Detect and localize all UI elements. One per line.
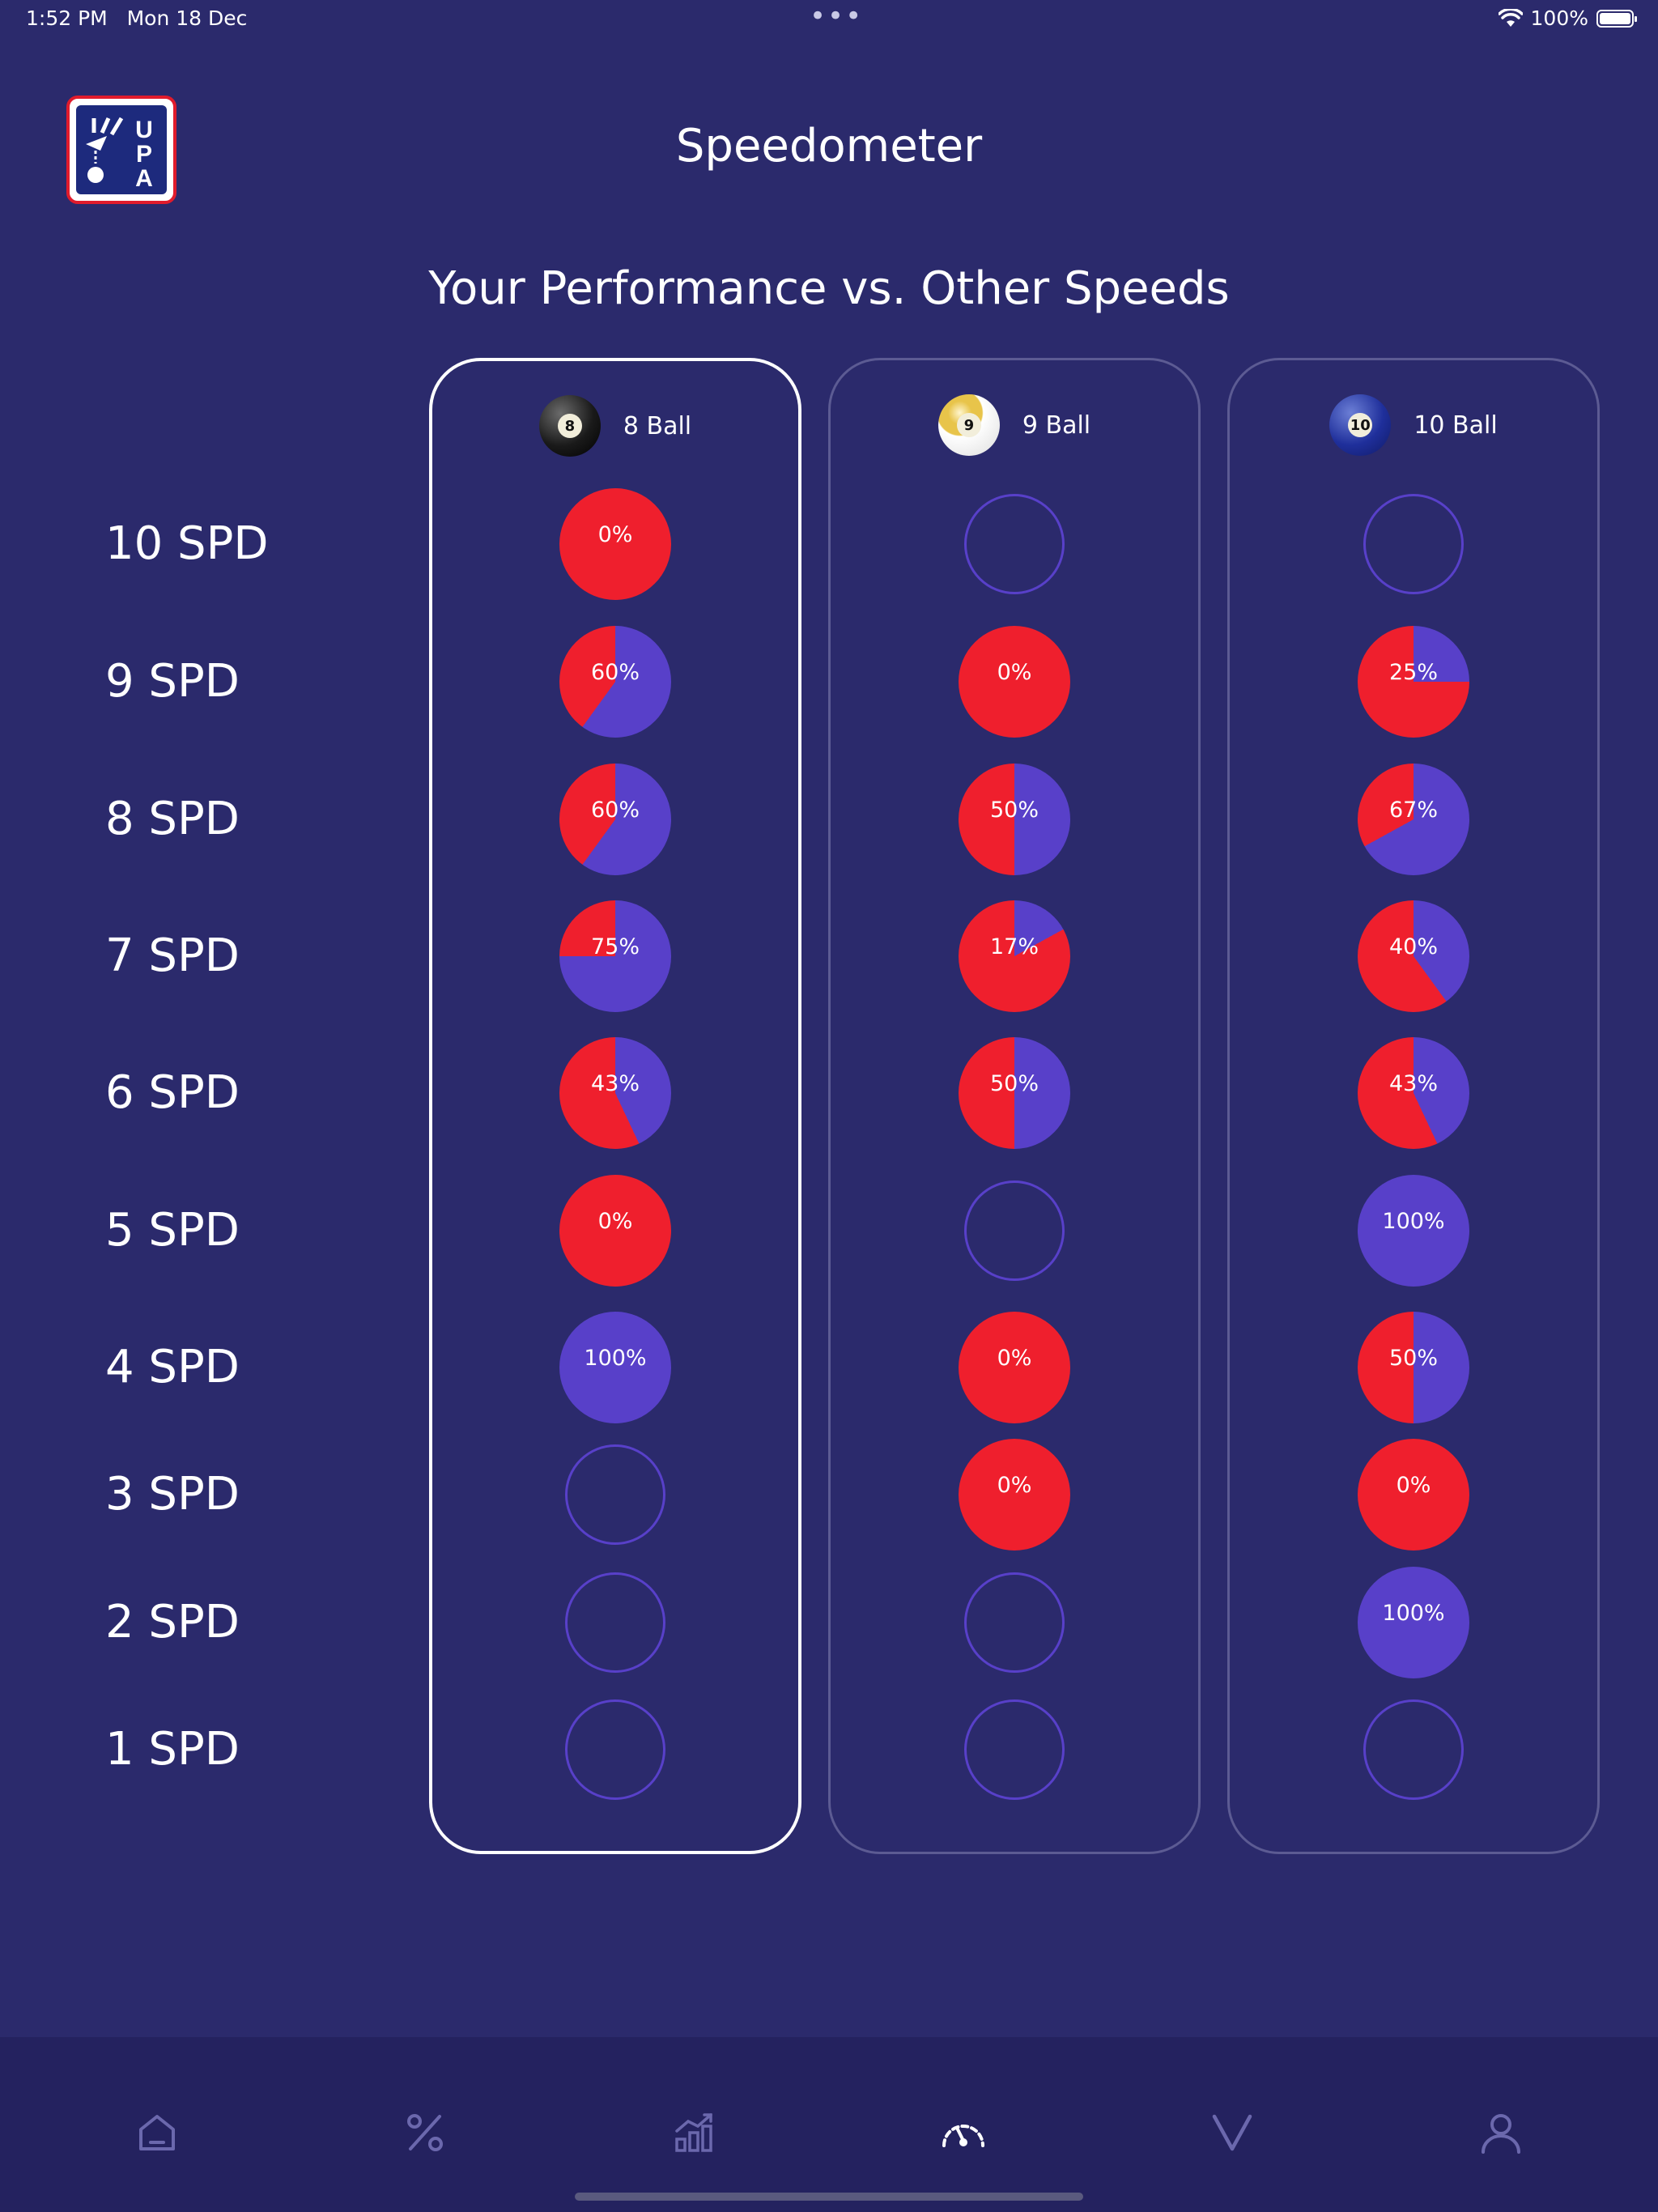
- nav-stats-icon[interactable]: [662, 2100, 727, 2165]
- speed-row-label: 5 SPD: [105, 1204, 240, 1257]
- ball-number: 10: [1348, 413, 1373, 437]
- battery-icon: [1596, 9, 1637, 28]
- battery-percent: 100%: [1530, 6, 1588, 30]
- win-rate-label: 0%: [597, 1209, 633, 1234]
- win-rate-pie[interactable]: 17%: [959, 900, 1070, 1012]
- empty-slot[interactable]: [964, 494, 1065, 594]
- win-rate-label: 100%: [1382, 1601, 1445, 1626]
- win-rate-pie[interactable]: 0%: [959, 1439, 1070, 1551]
- win-rate-label: 50%: [989, 1071, 1039, 1096]
- speed-row-label: 9 SPD: [105, 655, 240, 708]
- empty-slot[interactable]: [964, 1699, 1065, 1800]
- win-rate-pie[interactable]: 40%: [1358, 900, 1469, 1012]
- win-rate-label: 43%: [1388, 1071, 1438, 1096]
- win-rate-label: 0%: [1396, 1473, 1431, 1498]
- win-rate-label: 40%: [1388, 934, 1438, 959]
- win-rate-pie[interactable]: 60%: [559, 764, 671, 875]
- column-header[interactable]: 10 10 Ball: [1230, 393, 1597, 457]
- home-indicator[interactable]: [575, 2193, 1083, 2201]
- win-rate-pie[interactable]: 0%: [559, 1175, 671, 1287]
- win-rate-pie[interactable]: 50%: [959, 764, 1070, 875]
- wifi-icon: [1498, 8, 1523, 27]
- column-label: 9 Ball: [1022, 410, 1091, 440]
- speed-row-label: 7 SPD: [105, 929, 240, 982]
- win-rate-label: 100%: [584, 1346, 647, 1371]
- win-rate-pie[interactable]: 43%: [559, 1037, 671, 1149]
- win-rate-label: 0%: [997, 1346, 1032, 1371]
- empty-slot[interactable]: [1363, 1699, 1464, 1800]
- win-rate-label: 25%: [1388, 660, 1438, 685]
- empty-slot[interactable]: [1363, 494, 1464, 594]
- win-rate-pie[interactable]: 67%: [1358, 764, 1469, 875]
- win-rate-label: 100%: [1382, 1209, 1445, 1234]
- svg-text:P: P: [136, 141, 152, 168]
- pool-ball-icon: 8: [538, 395, 601, 457]
- empty-slot[interactable]: [964, 1572, 1065, 1673]
- win-rate-pie[interactable]: 0%: [959, 626, 1070, 738]
- upa-logo-mark: U P A: [86, 117, 153, 192]
- speed-row-label: 3 SPD: [105, 1468, 240, 1521]
- column-header[interactable]: 9 9 Ball: [831, 393, 1198, 457]
- win-rate-label: 60%: [590, 660, 640, 685]
- win-rate-label: 17%: [989, 934, 1039, 959]
- win-rate-pie[interactable]: 100%: [1358, 1567, 1469, 1678]
- column-header[interactable]: 8 8 Ball: [432, 393, 798, 458]
- win-rate-label: 0%: [997, 660, 1032, 685]
- upa-logo[interactable]: U P A: [66, 96, 176, 204]
- win-rate-pie[interactable]: 75%: [559, 900, 671, 1012]
- ball-number: 9: [956, 413, 981, 437]
- win-rate-pie[interactable]: 100%: [1358, 1175, 1469, 1287]
- win-rate-pie[interactable]: 25%: [1358, 626, 1469, 738]
- ball-number: 8: [557, 414, 582, 438]
- pool-ball-icon: 10: [1329, 394, 1392, 456]
- speed-row-label: 2 SPD: [105, 1596, 240, 1648]
- svg-text:U: U: [135, 117, 153, 143]
- win-rate-pie[interactable]: 50%: [1358, 1312, 1469, 1423]
- status-right: 100%: [1498, 6, 1637, 30]
- nav-home-icon[interactable]: [125, 2100, 189, 2165]
- status-time: 1:52 PM Mon 18 Dec: [26, 6, 248, 30]
- win-rate-label: 75%: [590, 934, 640, 959]
- empty-slot[interactable]: [964, 1180, 1065, 1281]
- nav-percent-icon[interactable]: [393, 2100, 457, 2165]
- nav-speedometer-icon[interactable]: [931, 2100, 996, 2165]
- win-rate-pie[interactable]: 0%: [959, 1312, 1070, 1423]
- multitasking-dots[interactable]: •••: [810, 0, 864, 32]
- speed-row-label: 8 SPD: [105, 793, 240, 845]
- win-rate-pie[interactable]: 50%: [959, 1037, 1070, 1149]
- section-subtitle: Your Performance vs. Other Speeds: [428, 262, 1230, 315]
- empty-slot[interactable]: [565, 1699, 665, 1800]
- column-label: 10 Ball: [1414, 410, 1498, 440]
- page-title: Speedometer: [675, 120, 983, 172]
- nav-profile-icon[interactable]: [1469, 2100, 1533, 2165]
- speed-row-label: 1 SPD: [105, 1723, 240, 1776]
- win-rate-label: 0%: [997, 1473, 1032, 1498]
- nav-check-icon[interactable]: [1200, 2100, 1265, 2165]
- game-column-0[interactable]: 8 8 Ball: [429, 358, 801, 1854]
- game-column-2[interactable]: 10 10 Ball: [1227, 358, 1600, 1854]
- win-rate-pie[interactable]: 100%: [559, 1312, 671, 1423]
- status-bar: 1:52 PM Mon 18 Dec ••• 100%: [0, 0, 1658, 39]
- win-rate-label: 0%: [597, 522, 633, 547]
- win-rate-pie[interactable]: 0%: [1358, 1439, 1469, 1551]
- empty-slot[interactable]: [565, 1572, 665, 1673]
- game-column-1[interactable]: 9 9 Ball: [828, 358, 1201, 1854]
- column-label: 8 Ball: [623, 411, 692, 440]
- win-rate-pie[interactable]: 60%: [559, 626, 671, 738]
- bottom-nav: [0, 2037, 1658, 2212]
- speed-row-label: 4 SPD: [105, 1341, 240, 1393]
- win-rate-pie[interactable]: 43%: [1358, 1037, 1469, 1149]
- speed-row-label: 6 SPD: [105, 1066, 240, 1119]
- win-rate-label: 50%: [989, 798, 1039, 823]
- win-rate-label: 50%: [1388, 1346, 1438, 1371]
- speed-row-label: 10 SPD: [105, 517, 269, 570]
- win-rate-label: 60%: [590, 798, 640, 823]
- win-rate-label: 67%: [1388, 798, 1438, 823]
- pool-ball-icon: 9: [937, 394, 1000, 456]
- svg-text:A: A: [135, 165, 153, 192]
- win-rate-pie[interactable]: 0%: [559, 488, 671, 600]
- win-rate-label: 43%: [590, 1071, 640, 1096]
- empty-slot[interactable]: [565, 1444, 665, 1545]
